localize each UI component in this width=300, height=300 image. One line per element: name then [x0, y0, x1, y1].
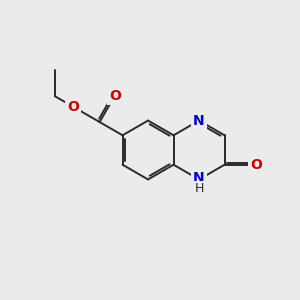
- Text: H: H: [194, 182, 204, 195]
- Text: O: O: [250, 158, 262, 172]
- Text: O: O: [109, 89, 121, 103]
- Text: N: N: [193, 171, 205, 185]
- Text: O: O: [67, 100, 79, 114]
- Text: N: N: [193, 114, 205, 128]
